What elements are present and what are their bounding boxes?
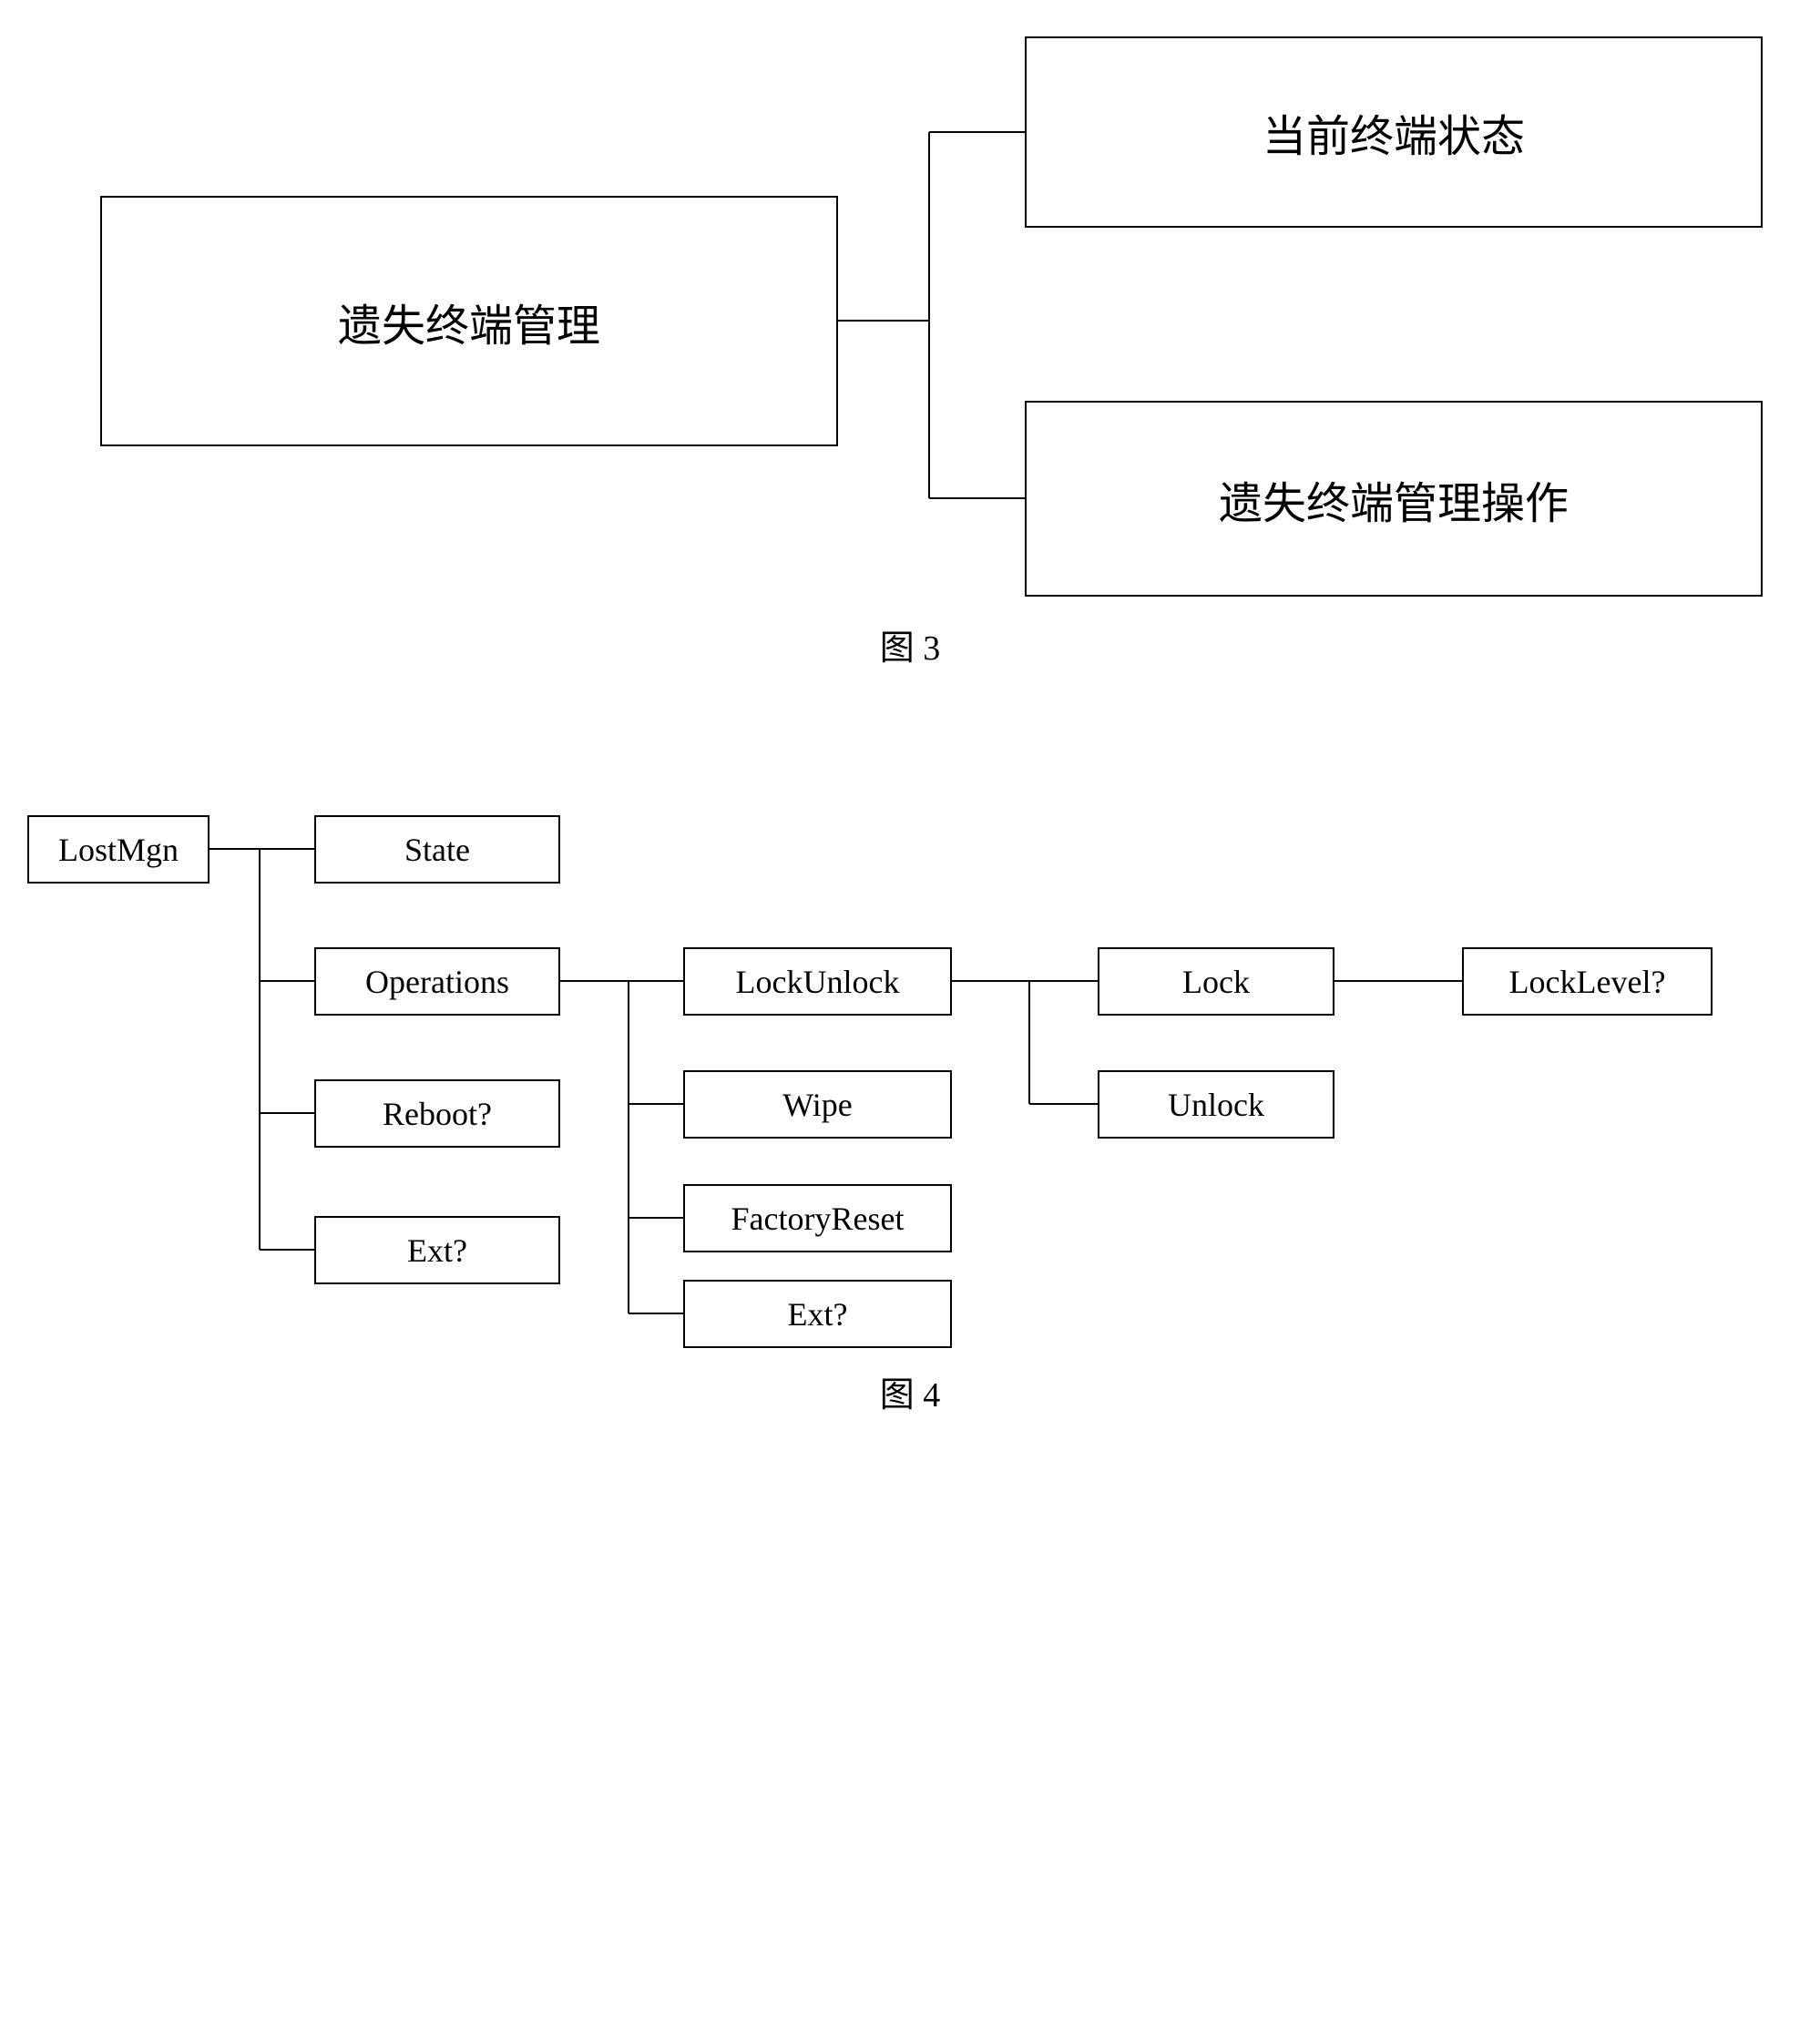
node-locklevel: LockLevel? — [1462, 947, 1713, 1016]
figure-4: LostMgnStateOperationsReboot?Ext?LockUnl… — [27, 815, 1793, 1416]
node-root: 遗失终端管理 — [100, 196, 838, 446]
node-lockunlock: LockUnlock — [683, 947, 952, 1016]
node-ext2: Ext? — [683, 1280, 952, 1348]
figure-3-caption: 图 3 — [27, 619, 1793, 669]
node-state: 当前终端状态 — [1025, 36, 1763, 228]
node-reboot: Reboot? — [314, 1079, 560, 1148]
figure-4-canvas: LostMgnStateOperationsReboot?Ext?LockUnl… — [27, 815, 1794, 1348]
figure-4-caption: 图 4 — [27, 1366, 1793, 1416]
node-ops: 遗失终端管理操作 — [1025, 401, 1763, 597]
node-lock: Lock — [1098, 947, 1334, 1016]
figure-3: 遗失终端管理当前终端状态遗失终端管理操作 图 3 — [27, 36, 1793, 669]
figure-3-canvas: 遗失终端管理当前终端状态遗失终端管理操作 — [27, 36, 1794, 601]
node-factory: FactoryReset — [683, 1184, 952, 1252]
node-ext1: Ext? — [314, 1216, 560, 1284]
node-state: State — [314, 815, 560, 884]
node-wipe: Wipe — [683, 1070, 952, 1139]
node-operations: Operations — [314, 947, 560, 1016]
node-unlock: Unlock — [1098, 1070, 1334, 1139]
node-lostmgn: LostMgn — [27, 815, 210, 884]
